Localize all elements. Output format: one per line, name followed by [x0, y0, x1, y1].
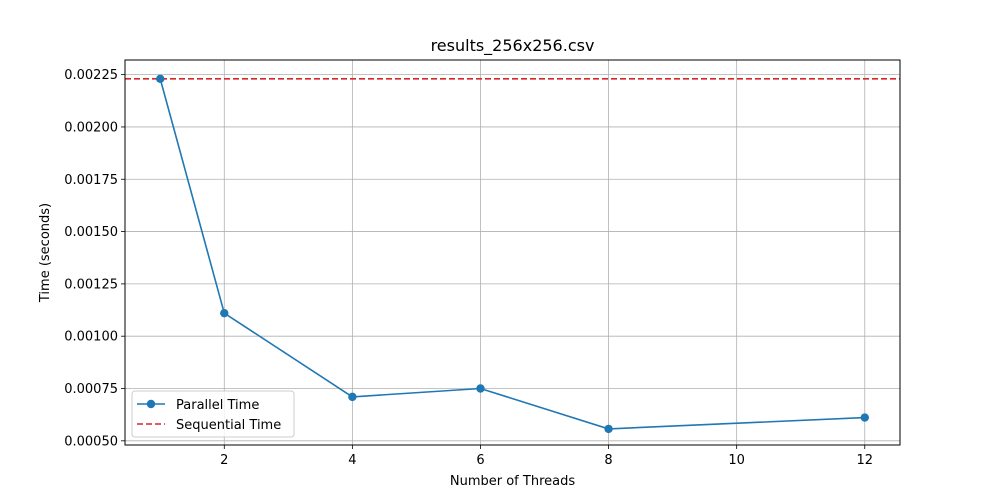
parallel-time-point — [348, 392, 357, 402]
plot-frame — [124, 59, 901, 446]
legend-frame — [131, 390, 295, 438]
y-tick-label: 0.00125 — [64, 277, 118, 292]
y-tick-label: 0.00075 — [64, 382, 118, 397]
parallel-time-point — [156, 74, 165, 84]
y-tick-label: 0.00200 — [64, 120, 118, 135]
parallel-time-line — [159, 78, 865, 430]
parallel-time-point — [860, 413, 869, 422]
x-tick-label: 2 — [220, 453, 228, 468]
legend: Parallel Time Sequential Time — [131, 390, 295, 438]
y-tick-label: 0.00100 — [64, 330, 118, 345]
ticks: 2 4 6 8 10 12 0.00050 0.00075 0.00100 0.00125 0.00… — [64, 68, 873, 468]
parallel-time-point — [220, 308, 229, 318]
y-tick-label: 0.00175 — [64, 173, 118, 188]
legend-label-sequential: Sequential Time — [176, 418, 281, 433]
x-tick-label: 4 — [348, 453, 356, 468]
legend-label-parallel: Parallel Time — [176, 398, 259, 413]
x-tick-label: 12 — [856, 453, 873, 468]
grid — [125, 60, 900, 445]
x-tick-label: 6 — [476, 453, 484, 468]
y-tick-label: 0.00150 — [64, 225, 118, 240]
y-axis-title: Time (seconds) — [38, 203, 53, 303]
chart-title: results_256x256.csv — [431, 36, 595, 56]
legend-marker-parallel — [146, 399, 156, 409]
y-tick-label: 0.00050 — [64, 434, 118, 449]
x-tick-label: 8 — [604, 453, 612, 468]
parallel-time-point — [604, 424, 613, 434]
y-tick-label: 0.00225 — [64, 68, 118, 83]
x-tick-label: 10 — [728, 453, 745, 468]
parallel-time-point — [476, 384, 485, 393]
series-layer — [125, 74, 900, 434]
x-axis-title: Number of Threads — [450, 474, 575, 489]
